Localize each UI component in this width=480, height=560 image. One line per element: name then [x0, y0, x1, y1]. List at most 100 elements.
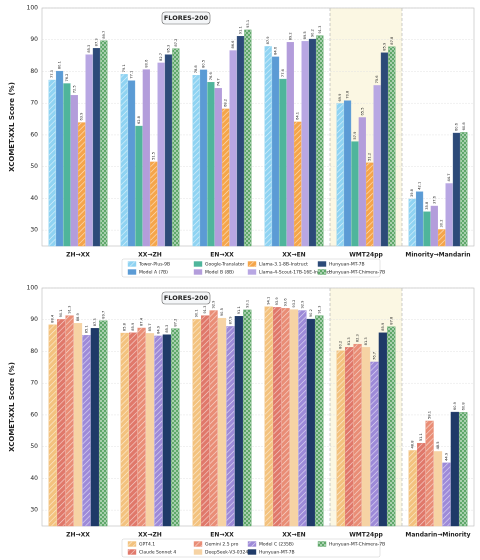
y-axis-label: XCOMET-XXL Score (%): [8, 362, 16, 452]
value-label: 87.3: [94, 38, 98, 46]
value-label: 93.2: [292, 300, 296, 308]
legend-label: Hunyuan-MT-Chimera-7B: [329, 542, 385, 548]
bar: [361, 347, 371, 527]
bar: [423, 211, 431, 247]
annotation-box: [161, 11, 211, 25]
y-tick-label: 30: [30, 507, 38, 514]
bar: [433, 451, 443, 527]
value-label: 81.3: [364, 337, 368, 345]
x-tick-label: WMT24pp: [349, 252, 383, 259]
value-label: 85.9: [131, 322, 135, 331]
bar: [48, 79, 56, 247]
legend-swatch: [247, 269, 257, 275]
value-label: 76.7: [372, 352, 376, 360]
bar: [264, 306, 273, 527]
bar: [336, 103, 344, 247]
bar: [408, 198, 416, 247]
x-tick-label: XX→EN: [282, 252, 305, 259]
bar: [164, 54, 173, 247]
value-label: 51.5: [152, 152, 156, 160]
bar: [192, 319, 201, 527]
bar: [281, 308, 290, 527]
x-tick-label: ZH→XX: [66, 252, 90, 259]
y-tick-label: 90: [30, 316, 38, 323]
value-label: 91.3: [68, 306, 72, 314]
bar: [244, 29, 252, 247]
value-label: 92.9: [212, 300, 216, 309]
legend-swatch: [127, 549, 137, 555]
bar: [57, 319, 66, 527]
bar: [373, 85, 381, 247]
value-label: 76.2: [65, 74, 69, 82]
value-label: 77.1: [130, 71, 134, 79]
value-label: 75.6: [375, 75, 379, 84]
bar: [73, 323, 83, 527]
annotation-box: [161, 291, 211, 305]
bar: [199, 69, 208, 247]
bar: [445, 183, 453, 247]
x-tick-label: XX→EN: [282, 532, 305, 539]
legend-swatch: [127, 541, 137, 547]
bar: [92, 48, 101, 247]
legend-swatch: [247, 261, 257, 267]
bar: [366, 162, 374, 247]
value-label: 88.9: [76, 313, 80, 322]
bar: [65, 315, 74, 527]
bar: [408, 450, 417, 527]
bar: [316, 35, 324, 247]
value-label: 77.3: [50, 70, 54, 78]
bar: [450, 411, 459, 527]
bar: [315, 315, 324, 527]
value-label: 80.2: [339, 341, 343, 349]
y-tick-label: 40: [30, 475, 38, 482]
bar: [264, 46, 272, 247]
value-label: 93.9: [275, 297, 279, 306]
plot-frame: [41, 7, 475, 247]
bar: [417, 442, 426, 527]
value-label: 85.9: [382, 42, 386, 51]
legend-frame: [121, 258, 381, 278]
bar: [85, 54, 93, 247]
value-label: 90.5: [220, 308, 224, 316]
y-tick-label: 70: [30, 380, 38, 387]
legend-swatch: [127, 261, 137, 267]
legend-label: Gemini 2.5 pro: [205, 542, 239, 548]
value-label: 85.3: [165, 325, 169, 333]
y-tick-label: 30: [30, 227, 38, 234]
bar: [63, 83, 71, 247]
legend-label: Llama-4-Scout-17B-16E-Instruct: [259, 270, 331, 276]
bar: [207, 82, 215, 247]
value-label: 87.2: [173, 319, 177, 327]
value-label: 93.1: [245, 300, 249, 308]
y-axis-label: XCOMET-XXL Score (%): [8, 82, 16, 172]
y-tick-label: 50: [30, 443, 38, 450]
legend-swatch: [247, 549, 257, 555]
value-label: 90.1: [195, 309, 199, 317]
value-label: 94.1: [267, 297, 271, 305]
bar: [129, 332, 138, 527]
bar: [172, 48, 180, 247]
annotation: FLORES-200: [164, 294, 209, 302]
value-label: 91.1: [237, 306, 241, 314]
value-label: 63.9: [80, 112, 84, 121]
value-label: 85.9: [381, 322, 385, 331]
bar: [154, 335, 163, 527]
bar: [308, 38, 317, 247]
bar: [387, 326, 396, 527]
y-tick-label: 50: [30, 163, 38, 170]
bar: [229, 50, 237, 247]
value-label: 89.2: [288, 32, 292, 40]
bar: [442, 462, 451, 527]
legend-label: Hunyuan-MT-Chimera-7B: [329, 270, 385, 276]
value-label: 72.5: [72, 85, 76, 93]
value-label: 60.6: [454, 122, 458, 131]
legend-label: Tower-Plus-9B: [138, 262, 170, 268]
value-label: 89.7: [102, 31, 106, 39]
value-label: 89.7: [101, 311, 105, 319]
bar: [120, 74, 128, 247]
bar: [171, 328, 180, 527]
bar: [370, 361, 379, 527]
legend-label: Model B (8B): [205, 270, 234, 276]
value-label: 93.6: [284, 298, 288, 307]
